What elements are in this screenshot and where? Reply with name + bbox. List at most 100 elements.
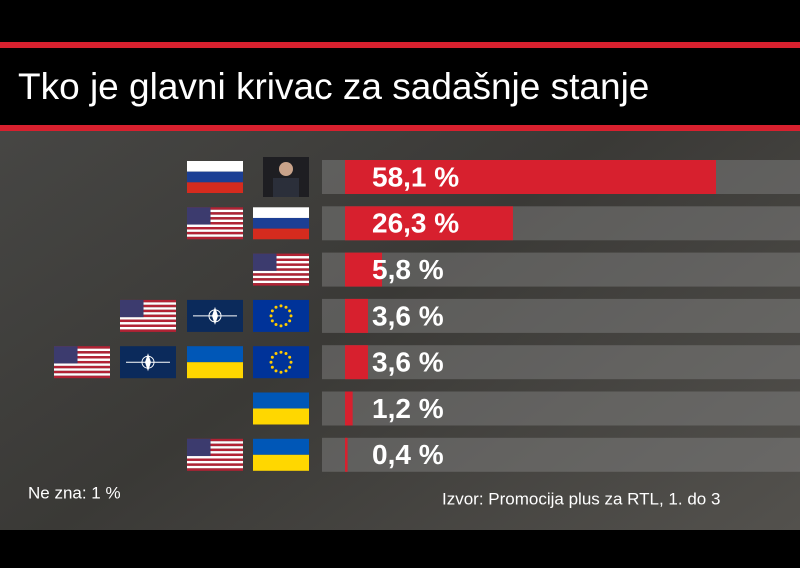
flag-stripe — [54, 348, 110, 352]
flag-stripe — [54, 356, 110, 359]
flag-star — [270, 319, 274, 323]
row-background — [322, 391, 800, 426]
flag-stripe — [187, 458, 243, 461]
flag-stripe — [253, 258, 309, 261]
flag-stripe — [187, 224, 243, 227]
flag-stripe — [54, 363, 110, 366]
flag-stripe — [187, 465, 243, 469]
flag-stripe — [120, 314, 176, 318]
flag-stripe — [120, 309, 176, 313]
flag-stripe — [253, 265, 309, 269]
row-background — [322, 298, 800, 333]
flag-star — [212, 306, 218, 325]
flag-stripe — [187, 460, 243, 464]
flag-star — [269, 314, 273, 318]
flag-stripe — [120, 304, 176, 308]
flag-stripe — [187, 207, 243, 210]
flag-stripe — [187, 217, 243, 220]
flag-star — [279, 370, 283, 374]
value-label: 0,4 % — [372, 439, 444, 470]
flag — [263, 157, 309, 197]
flag-stripe — [253, 392, 309, 409]
bar — [345, 298, 368, 333]
flag-canton — [120, 299, 144, 318]
flag-stripe — [120, 329, 176, 332]
source: Izvor: Promocija plus za RTL, 1. do 3 — [442, 489, 720, 508]
flag-stripe — [187, 219, 243, 223]
flag-stripe — [253, 256, 309, 259]
flag-stripe — [54, 358, 110, 361]
row-background — [322, 437, 800, 472]
flag — [253, 392, 309, 425]
flag-stripe — [253, 283, 309, 286]
flag-stripe — [253, 278, 309, 281]
flag-stripe — [187, 161, 243, 172]
value-label: 1,2 % — [372, 393, 444, 424]
value-label: 58,1 % — [372, 161, 459, 192]
flag-stripe — [187, 441, 243, 444]
flag-star — [274, 323, 278, 327]
flag-stripe — [187, 453, 243, 457]
flag-ring — [141, 355, 155, 369]
flag-stripe — [187, 346, 243, 363]
flag-ring — [208, 309, 222, 323]
flag-star — [284, 352, 288, 356]
flag-stripe — [120, 322, 176, 325]
flag-stripe — [54, 375, 110, 379]
value-label: 3,6 % — [372, 300, 444, 331]
flag-stripe — [54, 373, 110, 376]
flag-stripe — [253, 217, 309, 229]
flag-stripe — [187, 362, 243, 379]
flag-stripe — [253, 275, 309, 279]
flag-stripe — [120, 307, 176, 310]
bar — [345, 252, 383, 287]
flag-stripe — [187, 446, 243, 449]
flag — [187, 299, 243, 332]
flag-stripe — [253, 207, 309, 218]
flag-stripe — [253, 270, 309, 274]
flag-star — [288, 365, 292, 369]
flag-stripe — [120, 317, 176, 320]
flag-star — [289, 360, 293, 364]
flag-stripe — [54, 365, 110, 369]
flag-star — [270, 355, 274, 359]
flag-stripe — [253, 268, 309, 271]
flag-star — [288, 319, 292, 323]
flag — [120, 299, 176, 332]
photo-head — [279, 162, 293, 176]
red-stripe — [0, 125, 800, 131]
flag-star — [288, 309, 292, 313]
flag-stripe — [253, 280, 309, 284]
flag-stripe — [187, 212, 243, 215]
flag — [120, 346, 176, 379]
flag-stripe — [187, 236, 243, 240]
top-band — [0, 0, 800, 42]
flag-star — [279, 350, 283, 354]
flag-stripe — [253, 273, 309, 276]
flag-stripe — [253, 260, 309, 264]
flag-stripe — [187, 448, 243, 452]
flag-stripe — [187, 214, 243, 218]
flag-canton — [54, 346, 78, 364]
flag-stripe — [253, 438, 309, 455]
flag-stripe — [120, 324, 176, 327]
flag-stripe — [187, 231, 243, 235]
flag-stripe — [187, 234, 243, 237]
bar — [345, 206, 513, 241]
flag — [187, 207, 243, 240]
flag-star — [279, 304, 283, 308]
row-background — [322, 252, 800, 287]
flag-stripe — [187, 456, 243, 459]
flag — [187, 438, 243, 471]
flag-canton — [253, 253, 277, 271]
flag-stripe — [54, 351, 110, 354]
flag-star — [279, 324, 283, 328]
value-label: 5,8 % — [372, 254, 444, 285]
note: Ne zna: 1 % — [28, 483, 121, 502]
flag-stripe — [54, 346, 110, 349]
flag-canton — [187, 438, 211, 457]
flag-star — [145, 353, 151, 372]
flag — [187, 161, 243, 193]
flag-star — [288, 355, 292, 359]
